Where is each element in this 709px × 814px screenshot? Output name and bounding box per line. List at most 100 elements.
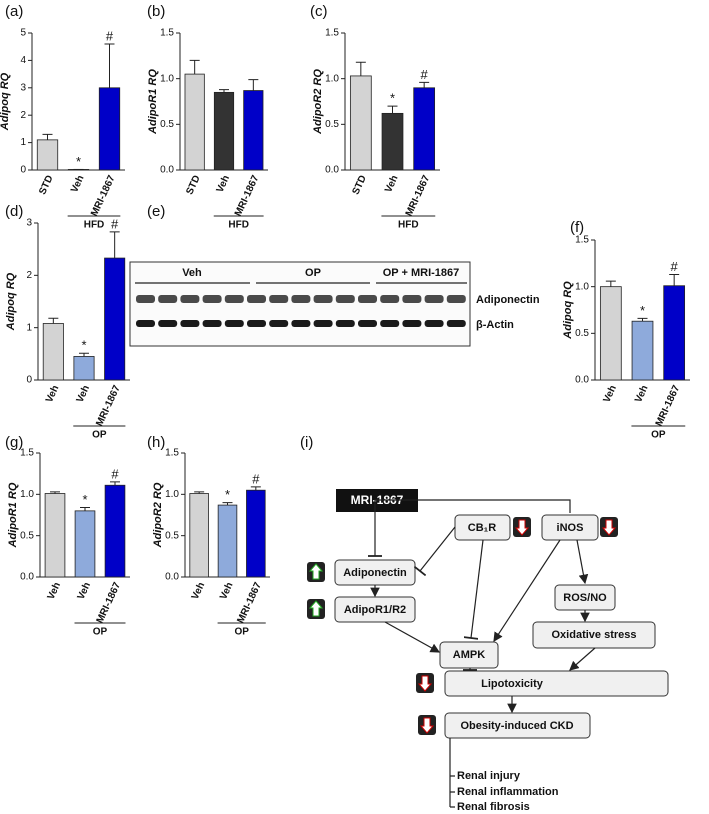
panel-label: (f) xyxy=(570,219,584,236)
x-tick-label: Veh xyxy=(76,581,93,602)
y-tick-label: 1 xyxy=(26,322,32,333)
bands xyxy=(136,295,466,327)
down-icon xyxy=(417,714,437,736)
panel-label: (g) xyxy=(5,434,23,451)
inhibit xyxy=(463,539,484,640)
error-bar xyxy=(189,59,200,75)
error-bar xyxy=(419,81,430,88)
x-tick-label: Veh xyxy=(46,581,63,602)
band xyxy=(291,320,311,327)
x-tick-label: Veh xyxy=(383,174,400,195)
down-icon xyxy=(512,516,532,538)
x-tick-label: MRI-1867 xyxy=(404,173,433,218)
band xyxy=(269,320,289,327)
error-bar xyxy=(79,352,89,357)
arrow xyxy=(576,539,589,585)
band xyxy=(335,320,355,327)
y-tick-label: 1.0 xyxy=(160,73,174,84)
y-tick-label: 1 xyxy=(20,137,26,148)
y-tick-label: 0.5 xyxy=(575,328,589,339)
bar xyxy=(246,489,266,578)
x-tick-label: Veh xyxy=(69,174,86,195)
bar xyxy=(44,493,66,578)
x-tick-label: MRI-1867 xyxy=(95,580,124,625)
y-tick-label: 1.0 xyxy=(575,281,589,292)
band xyxy=(424,295,444,303)
error-bar xyxy=(50,491,60,494)
node-box xyxy=(439,641,499,669)
x-tick-label: Veh xyxy=(75,384,92,405)
x-tick-label: Veh xyxy=(633,384,650,405)
group-label: HFD xyxy=(398,220,419,231)
inhibit xyxy=(367,499,571,557)
band xyxy=(180,320,200,327)
panel-label: (a) xyxy=(5,3,23,20)
y-tick-label: 0 xyxy=(26,375,32,386)
y-axis-label: AdipoR2 RQ xyxy=(312,69,324,135)
band xyxy=(313,320,333,327)
group-label: HFD xyxy=(228,220,249,231)
group-label: OP xyxy=(93,627,108,638)
arrow xyxy=(493,539,561,643)
group-label: OP xyxy=(234,627,249,638)
significance: # xyxy=(421,67,429,82)
bar xyxy=(36,139,59,171)
node-box xyxy=(541,514,599,541)
band xyxy=(402,320,422,327)
node: AdipoR1/R2 xyxy=(344,604,406,616)
y-axis-label: Adipoq RQ xyxy=(0,72,11,131)
x-tick-label: Veh xyxy=(215,174,232,195)
group-label: HFD xyxy=(84,220,105,231)
down-icon xyxy=(599,516,619,538)
bar xyxy=(631,320,654,381)
band xyxy=(335,295,355,303)
x-tick-label: Veh xyxy=(218,581,235,602)
y-tick-label: 2 xyxy=(20,110,26,121)
band-label: Adiponectin xyxy=(476,294,540,306)
y-tick-label: 0 xyxy=(20,165,26,176)
y-axis-label: Adipoq RQ xyxy=(5,272,17,331)
bar xyxy=(42,323,64,381)
group-label: OP xyxy=(92,430,107,441)
outcome: Renal inflammation xyxy=(457,786,559,798)
y-tick-label: 1.0 xyxy=(20,489,34,500)
group-label: OP + MRI-1867 xyxy=(383,267,460,279)
y-tick-label: 1.0 xyxy=(325,73,339,84)
up-icon xyxy=(306,598,326,620)
band-label: β-Actin xyxy=(476,319,514,331)
band xyxy=(313,295,333,303)
band xyxy=(269,295,289,303)
bar xyxy=(349,75,372,171)
bar xyxy=(381,112,404,171)
error-bar xyxy=(605,280,616,287)
band xyxy=(446,295,466,303)
y-tick-label: 3 xyxy=(26,218,32,229)
bar xyxy=(243,90,264,171)
group-label: OP xyxy=(305,267,321,279)
y-tick-label: 1.5 xyxy=(20,448,34,459)
blot-frame xyxy=(129,261,471,347)
node: iNOS xyxy=(557,522,584,534)
band xyxy=(402,295,422,303)
node-box xyxy=(444,712,591,739)
x-tick-label: MRI-1867 xyxy=(235,580,264,625)
significance: # xyxy=(671,259,679,274)
bar xyxy=(599,286,622,381)
bar xyxy=(104,257,126,381)
significance: * xyxy=(640,303,645,318)
x-tick-label: Veh xyxy=(44,384,61,405)
y-tick-label: 1.5 xyxy=(325,28,339,39)
node: Adiponectin xyxy=(343,567,407,579)
bar xyxy=(74,510,96,578)
node: Lipotoxicity xyxy=(481,678,544,690)
error-bar xyxy=(250,486,261,491)
y-tick-label: 2 xyxy=(26,270,32,281)
panel-label: (e) xyxy=(147,203,165,220)
error-bar xyxy=(355,61,366,76)
band xyxy=(380,320,400,327)
band xyxy=(424,320,444,327)
node: Obesity-induced CKD xyxy=(460,720,573,732)
band xyxy=(446,320,466,327)
error-bar xyxy=(387,105,398,114)
significance: # xyxy=(106,28,114,43)
